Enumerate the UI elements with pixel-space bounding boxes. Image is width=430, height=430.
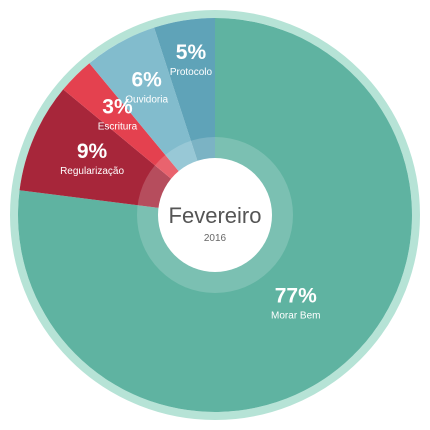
slice-percent-morar-bem: 77% bbox=[275, 285, 317, 308]
slice-percent-protocolo: 5% bbox=[176, 41, 207, 64]
slice-label-escritura: Escritura bbox=[98, 121, 138, 132]
slice-label-protocolo: Protocolo bbox=[170, 67, 213, 78]
slice-percent-ouvidoria: 6% bbox=[131, 69, 162, 92]
slice-label-morar-bem: Morar Bem bbox=[271, 311, 320, 322]
center-subtitle: 2016 bbox=[204, 233, 227, 244]
slice-percent-regularizacao: 9% bbox=[77, 140, 108, 163]
slice-label-regularizacao: Regularização bbox=[60, 166, 124, 177]
slice-label-ouvidoria: Ouvidoria bbox=[125, 95, 168, 106]
center-title: Fevereiro bbox=[169, 203, 262, 228]
